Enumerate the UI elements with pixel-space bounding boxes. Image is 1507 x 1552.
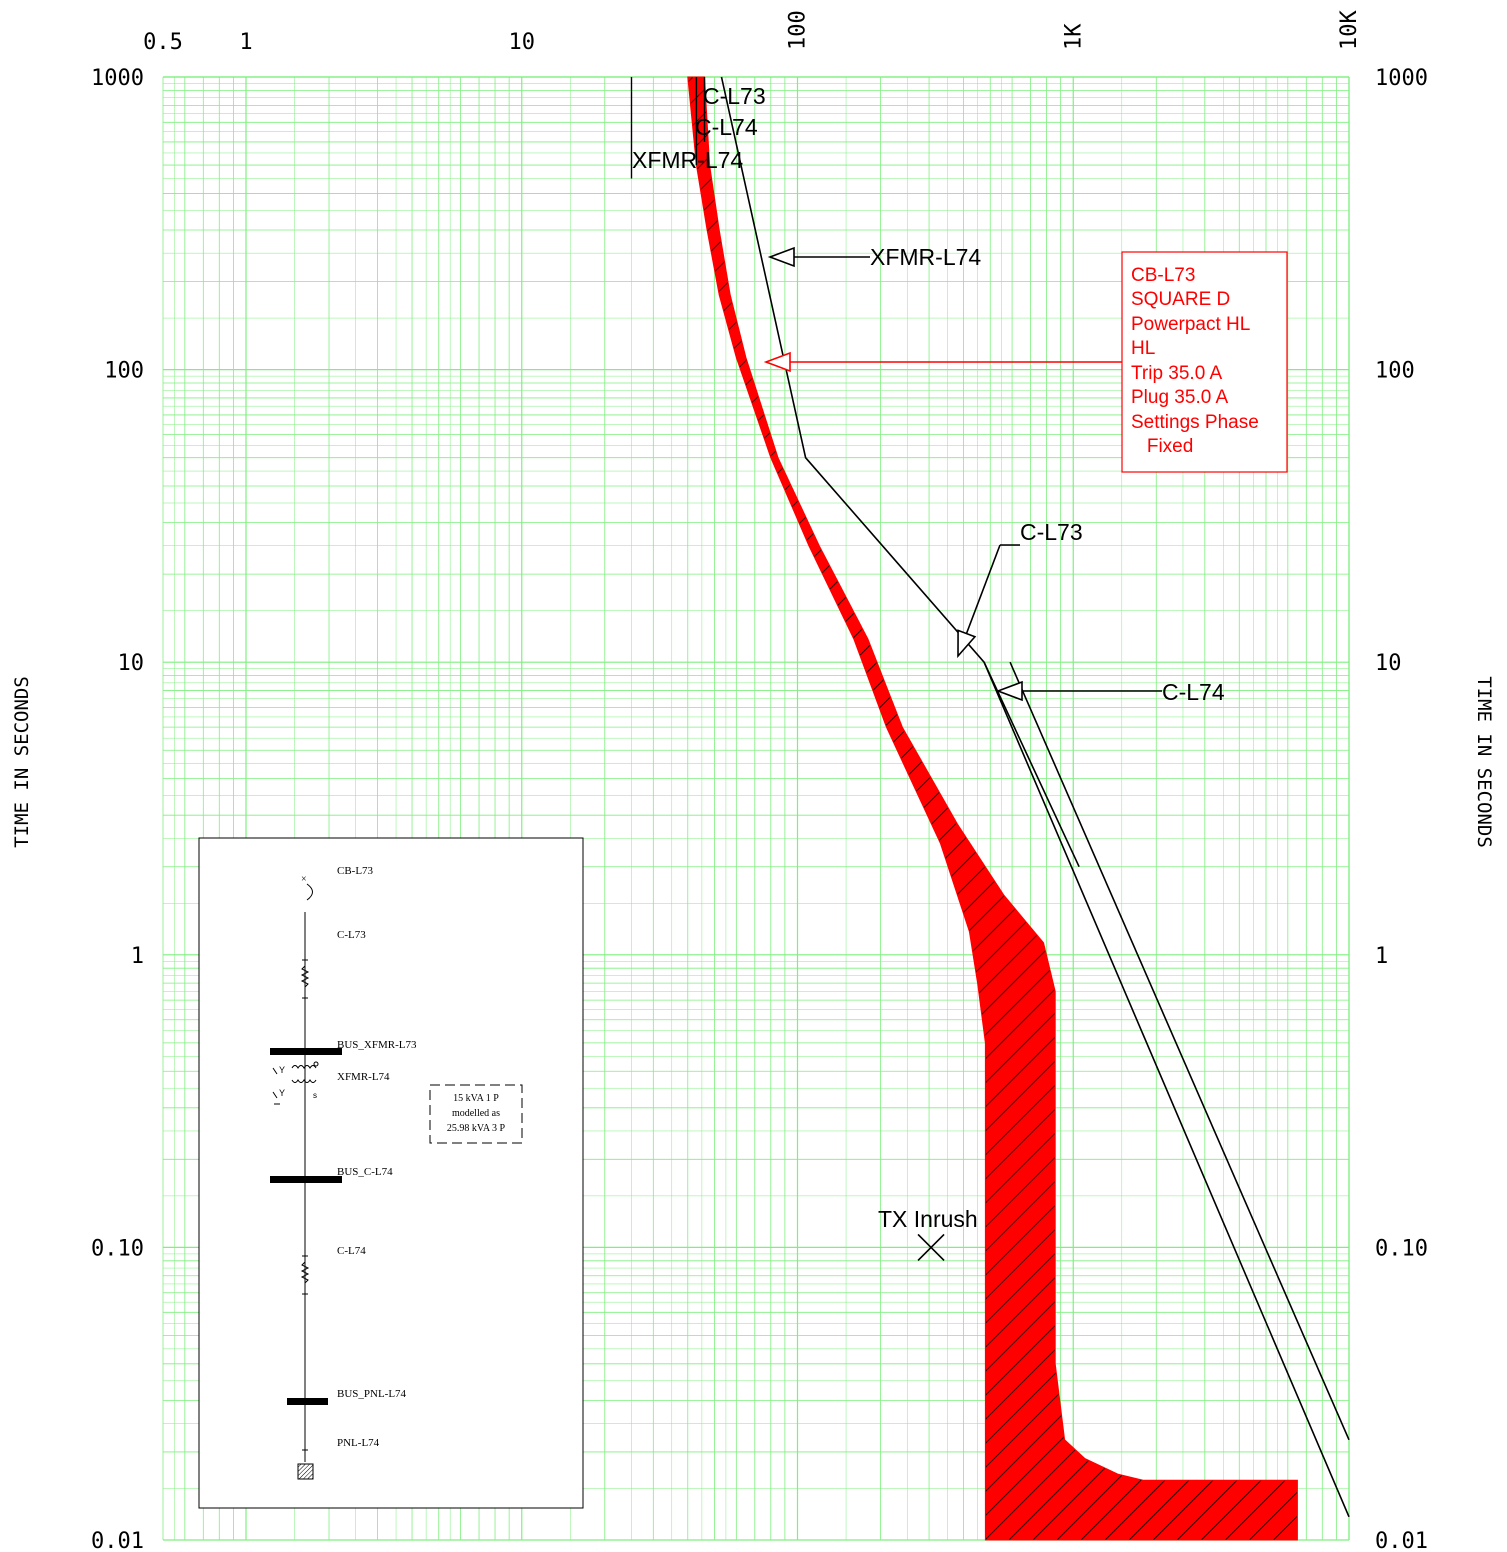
- annotation-line-8: Fixed: [1131, 436, 1193, 457]
- damage-curve-c-l73: [720, 76, 1080, 868]
- breaker-symbol: ×: [301, 874, 313, 901]
- label-cb-l73: CB-L73: [337, 865, 374, 877]
- breaker-band-cb-l73: [687, 76, 1298, 1541]
- label-xfmr-l74-top: XFMR-L74: [632, 147, 743, 173]
- xfmr-note: 15 kVA 1 P modelled as 25.98 kVA 3 P: [429, 1084, 523, 1144]
- x-tick-label: 10: [509, 30, 536, 55]
- damage-curve-c-l73-ext: [983, 661, 1350, 1518]
- label-c-l74: C-L74: [337, 1245, 366, 1257]
- y-tick-label-right: 100: [1375, 359, 1415, 384]
- one-line-diagram: × Y Y s CB-L73 C-L73 BUS_XFMR-L73 XFMR-L…: [198, 837, 584, 1509]
- annotation-line-3: Powerpact HL: [1131, 314, 1250, 335]
- x-tick-label: 0.5: [143, 30, 183, 55]
- annotation-box: [1121, 251, 1288, 473]
- label-c-l73: C-L73: [337, 929, 366, 941]
- y-tick-label-right: 1: [1375, 944, 1388, 969]
- one-line-frame: [198, 837, 584, 1509]
- label-bus-xfmr-l73: BUS_XFMR-L73: [337, 1039, 417, 1051]
- annotation-line-1: CB-L73: [1131, 265, 1195, 286]
- y-tick-label-right: 0.10: [1375, 1236, 1428, 1261]
- label-c-l74-top: C-L74: [695, 114, 758, 140]
- y-tick-label-left: 10: [118, 651, 145, 676]
- cable-symbol-1: [300, 965, 310, 988]
- x-tick-label: 100: [786, 10, 811, 50]
- xfmr-terminal-label: s: [313, 1091, 317, 1100]
- svg-text:Y: Y: [279, 1088, 285, 1098]
- annotation-line-6: Plug 35.0 A: [1131, 387, 1229, 408]
- y-tick-label-left: 1000: [91, 66, 144, 91]
- note-line-1: 15 kVA 1 P: [453, 1093, 499, 1104]
- y-tick-label-left: 0.10: [91, 1236, 144, 1261]
- y-axis-label-right: TIME IN SECONDS: [1473, 676, 1495, 848]
- curve-labels: C-L73 C-L74 XFMR-L74 XFMR-L74 C-L73 C-L74 TX I…: [632, 83, 1225, 1232]
- tx-inrush-marker: [917, 1233, 945, 1261]
- label-bus-c-l74: BUS_C-L74: [337, 1166, 393, 1178]
- x-tick-label: 1K: [1061, 23, 1086, 50]
- x-tick-label: 1: [239, 30, 252, 55]
- panel-symbol: [297, 1463, 314, 1480]
- label-bus-pnl-l74: BUS_PNL-L74: [337, 1388, 407, 1400]
- transformer-symbol: Y Y s: [272, 1061, 319, 1105]
- y-tick-label-right: 1000: [1375, 66, 1428, 91]
- annotation-line-5: Trip 35.0 A: [1131, 363, 1223, 384]
- bus-c-l74: [270, 1176, 342, 1183]
- y-tick-label-left: 1: [131, 944, 144, 969]
- y-tick-label-right: 0.01: [1375, 1529, 1428, 1552]
- label-xfmr-l74: XFMR-L74: [337, 1071, 390, 1083]
- label-c-l74-mid: C-L74: [1162, 679, 1225, 705]
- label-xfmr-l74-arrow: XFMR-L74: [870, 244, 981, 270]
- arrow-c-l74-head: [995, 680, 1023, 702]
- label-c-l73-top: C-L73: [703, 83, 766, 109]
- cable-symbol-2: [300, 1261, 310, 1284]
- annotation-line-7: Settings Phase: [1131, 412, 1259, 433]
- svg-text:×: ×: [301, 874, 307, 885]
- note-line-2: modelled as: [452, 1108, 500, 1119]
- y-tick-label-left: 100: [104, 359, 144, 384]
- y-tick-label-right: 10: [1375, 651, 1402, 676]
- arrow-c-l73-head: [957, 629, 977, 659]
- y-tick-label-left: 0.01: [91, 1529, 144, 1552]
- x-tick-label: 10K: [1337, 10, 1362, 50]
- arrow-cb-l73-head: [763, 351, 791, 373]
- svg-text:Y: Y: [279, 1065, 285, 1075]
- label-c-l73-mid: C-L73: [1020, 519, 1083, 545]
- damage-curve-c-l74: [1009, 661, 1350, 1441]
- axis-ticks: 0.5 1 10 100 1K 10K 1000 1000 100 100 10 10 1 1 0.10 0.…: [91, 10, 1428, 1552]
- bus-pnl-l74: [287, 1398, 328, 1405]
- y-axis-label-left: TIME IN SECONDS: [11, 676, 33, 848]
- label-pnl-l74: PNL-L74: [337, 1437, 380, 1449]
- label-tx-inrush: TX Inrush: [878, 1206, 978, 1232]
- breaker-annotation: CB-L73 SQUARE D Powerpact HL HL Trip 35.…: [1121, 251, 1288, 473]
- annotation-line-2: SQUARE D: [1131, 289, 1230, 310]
- annotation-line-4: HL: [1131, 338, 1155, 359]
- arrow-xfmr-l74-head: [767, 246, 795, 268]
- note-line-3: 25.98 kVA 3 P: [447, 1123, 506, 1134]
- bus-xfmr-l73: [270, 1048, 342, 1055]
- curves: [630, 76, 1350, 1541]
